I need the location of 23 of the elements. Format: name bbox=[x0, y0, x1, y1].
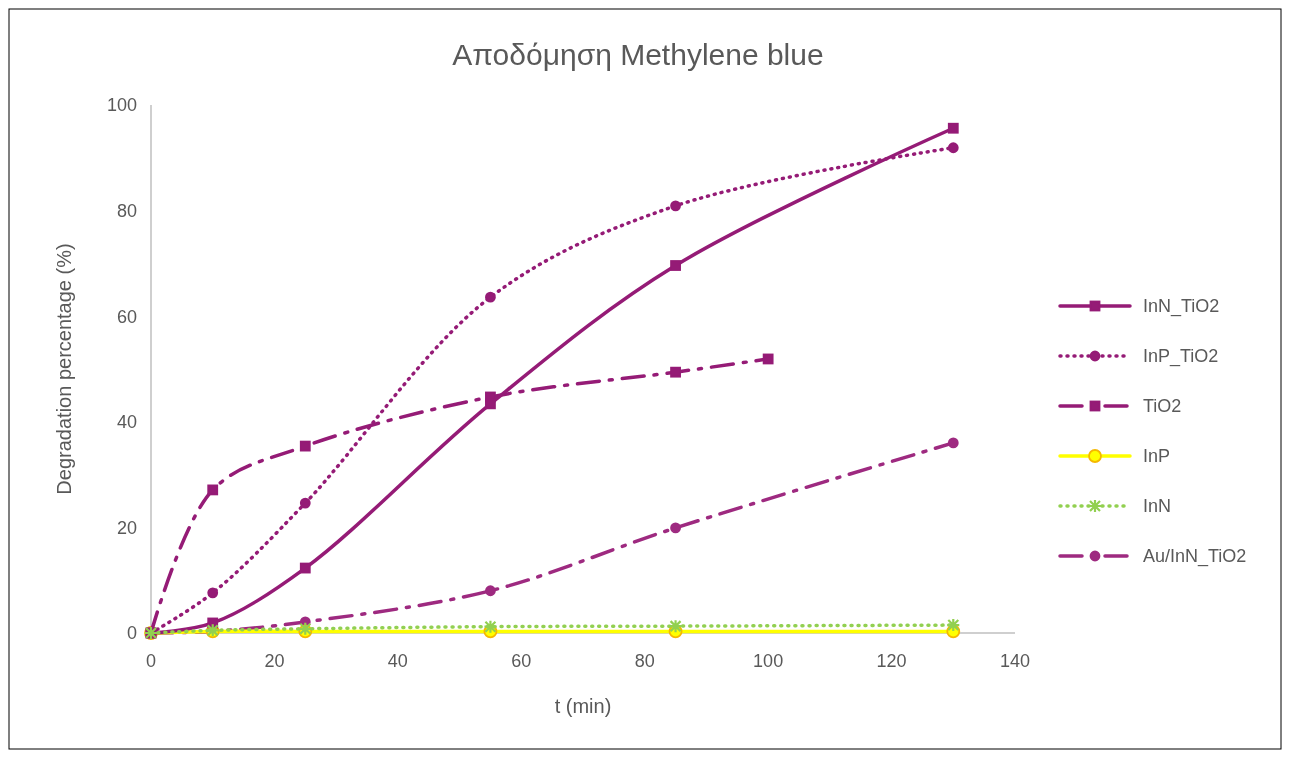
legend-label: TiO2 bbox=[1143, 396, 1182, 417]
y-tick-label: 60 bbox=[116, 306, 137, 327]
y-axis-title: Degradation percentage (%) bbox=[53, 243, 75, 495]
x-tick-label: 60 bbox=[511, 651, 532, 671]
legend-label: InP_TiO2 bbox=[1143, 346, 1219, 368]
y-tick-label: 20 bbox=[116, 517, 137, 538]
y-tick-label: 80 bbox=[116, 200, 137, 221]
x-tick-label: 80 bbox=[634, 651, 655, 671]
legend-label: InP bbox=[1143, 446, 1171, 467]
chart-title: Αποδόμηση Methylene blue bbox=[452, 38, 824, 71]
x-tick-label: 0 bbox=[145, 651, 157, 671]
x-tick-label: 40 bbox=[387, 651, 408, 671]
y-tick-label: 100 bbox=[106, 95, 137, 116]
legend-label: Au/InN_TiO2 bbox=[1143, 546, 1247, 568]
x-axis-title: t (min) bbox=[554, 695, 612, 717]
y-tick-label: 40 bbox=[116, 412, 137, 433]
x-tick-label: 100 bbox=[753, 651, 784, 671]
legend-label: InN bbox=[1143, 496, 1172, 517]
x-tick-label: 140 bbox=[999, 651, 1031, 671]
x-tick-label: 120 bbox=[876, 651, 907, 671]
legend-label: InN_TiO2 bbox=[1143, 296, 1220, 318]
y-tick-label: 0 bbox=[126, 623, 137, 644]
x-tick-label: 20 bbox=[264, 651, 285, 671]
